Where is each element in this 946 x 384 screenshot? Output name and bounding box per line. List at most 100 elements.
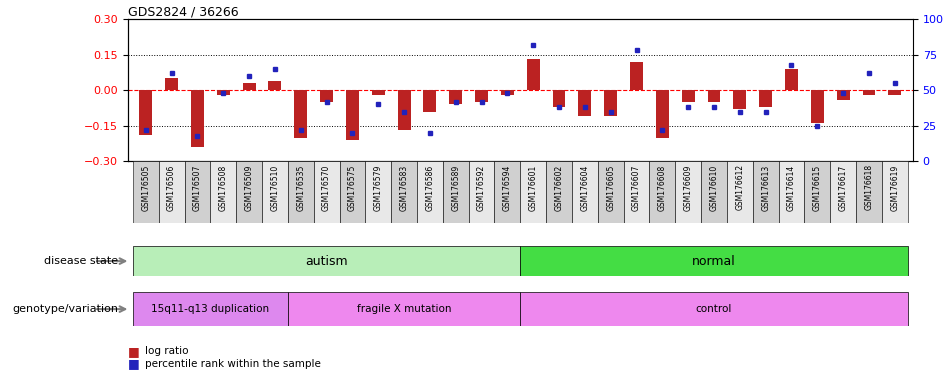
Bar bbox=[630, 62, 643, 90]
Text: GSM176601: GSM176601 bbox=[529, 164, 537, 210]
Text: GSM176506: GSM176506 bbox=[167, 164, 176, 211]
Text: ■: ■ bbox=[128, 358, 139, 371]
Bar bbox=[831, 161, 856, 223]
Bar bbox=[520, 246, 908, 276]
Bar bbox=[424, 90, 436, 112]
Text: GSM176508: GSM176508 bbox=[219, 164, 228, 210]
Text: autism: autism bbox=[306, 255, 348, 268]
Text: GSM176507: GSM176507 bbox=[193, 164, 201, 211]
Bar bbox=[708, 90, 721, 102]
Text: GSM176613: GSM176613 bbox=[762, 164, 770, 210]
Text: 15q11-q13 duplication: 15q11-q13 duplication bbox=[151, 304, 270, 314]
Text: log ratio: log ratio bbox=[145, 346, 188, 356]
Bar bbox=[397, 90, 411, 131]
Text: GSM176605: GSM176605 bbox=[606, 164, 615, 211]
Text: GSM176570: GSM176570 bbox=[322, 164, 331, 211]
Text: GSM176610: GSM176610 bbox=[710, 164, 719, 210]
Bar bbox=[132, 161, 159, 223]
Text: GSM176617: GSM176617 bbox=[839, 164, 848, 210]
Bar bbox=[785, 69, 798, 90]
Bar bbox=[682, 90, 694, 102]
Bar bbox=[520, 292, 908, 326]
Bar bbox=[727, 161, 753, 223]
Bar bbox=[578, 90, 591, 116]
Bar bbox=[159, 161, 184, 223]
Text: GSM176509: GSM176509 bbox=[245, 164, 254, 211]
Bar bbox=[501, 90, 514, 95]
Bar bbox=[340, 161, 365, 223]
Text: GSM176608: GSM176608 bbox=[657, 164, 667, 210]
Text: GSM176618: GSM176618 bbox=[865, 164, 873, 210]
Text: GSM176505: GSM176505 bbox=[141, 164, 150, 211]
Bar bbox=[779, 161, 804, 223]
Text: disease state: disease state bbox=[44, 256, 118, 266]
Text: GSM176594: GSM176594 bbox=[503, 164, 512, 211]
Text: GSM176609: GSM176609 bbox=[684, 164, 692, 211]
Bar bbox=[449, 90, 463, 104]
Bar bbox=[468, 161, 495, 223]
Text: GSM176535: GSM176535 bbox=[296, 164, 306, 211]
Text: GSM176604: GSM176604 bbox=[580, 164, 589, 211]
Text: GDS2824 / 36266: GDS2824 / 36266 bbox=[128, 5, 238, 18]
Text: GSM176592: GSM176592 bbox=[477, 164, 486, 210]
Bar bbox=[236, 161, 262, 223]
Bar bbox=[132, 246, 520, 276]
Bar bbox=[372, 90, 385, 95]
Text: normal: normal bbox=[692, 255, 736, 268]
Text: GSM176589: GSM176589 bbox=[451, 164, 461, 210]
Bar bbox=[217, 90, 230, 95]
Bar bbox=[572, 161, 598, 223]
Bar bbox=[760, 90, 772, 107]
Bar bbox=[863, 90, 875, 95]
Bar bbox=[495, 161, 520, 223]
Text: ■: ■ bbox=[128, 345, 139, 358]
Bar bbox=[314, 161, 340, 223]
Text: GSM176579: GSM176579 bbox=[374, 164, 383, 211]
Bar bbox=[294, 90, 307, 137]
Bar bbox=[604, 90, 617, 116]
Bar bbox=[288, 161, 314, 223]
Bar bbox=[417, 161, 443, 223]
Bar bbox=[288, 292, 520, 326]
Bar bbox=[139, 90, 152, 135]
Bar bbox=[623, 161, 650, 223]
Bar bbox=[733, 90, 746, 109]
Text: control: control bbox=[696, 304, 732, 314]
Bar bbox=[546, 161, 572, 223]
Bar bbox=[346, 90, 359, 140]
Bar bbox=[856, 161, 882, 223]
Bar bbox=[598, 161, 623, 223]
Bar bbox=[656, 90, 669, 137]
Text: GSM176586: GSM176586 bbox=[426, 164, 434, 210]
Bar bbox=[753, 161, 779, 223]
Bar bbox=[675, 161, 701, 223]
Text: GSM176619: GSM176619 bbox=[890, 164, 900, 210]
Bar bbox=[527, 60, 539, 90]
Text: GSM176583: GSM176583 bbox=[399, 164, 409, 210]
Bar bbox=[166, 78, 178, 90]
Bar bbox=[475, 90, 488, 102]
Bar bbox=[443, 161, 468, 223]
Bar bbox=[836, 90, 850, 100]
Bar bbox=[191, 90, 204, 147]
Bar bbox=[552, 90, 566, 107]
Text: fragile X mutation: fragile X mutation bbox=[357, 304, 451, 314]
Bar bbox=[882, 161, 908, 223]
Text: percentile rank within the sample: percentile rank within the sample bbox=[145, 359, 321, 369]
Bar bbox=[701, 161, 727, 223]
Bar bbox=[365, 161, 391, 223]
Text: GSM176612: GSM176612 bbox=[735, 164, 745, 210]
Text: GSM176575: GSM176575 bbox=[348, 164, 357, 211]
Text: GSM176510: GSM176510 bbox=[271, 164, 279, 210]
Bar bbox=[269, 81, 281, 90]
Bar bbox=[320, 90, 333, 102]
Text: GSM176602: GSM176602 bbox=[554, 164, 564, 210]
Bar bbox=[262, 161, 288, 223]
Bar bbox=[132, 292, 288, 326]
Bar bbox=[804, 161, 831, 223]
Bar bbox=[650, 161, 675, 223]
Bar bbox=[242, 83, 255, 90]
Bar bbox=[520, 161, 546, 223]
Bar bbox=[210, 161, 236, 223]
Bar bbox=[811, 90, 824, 123]
